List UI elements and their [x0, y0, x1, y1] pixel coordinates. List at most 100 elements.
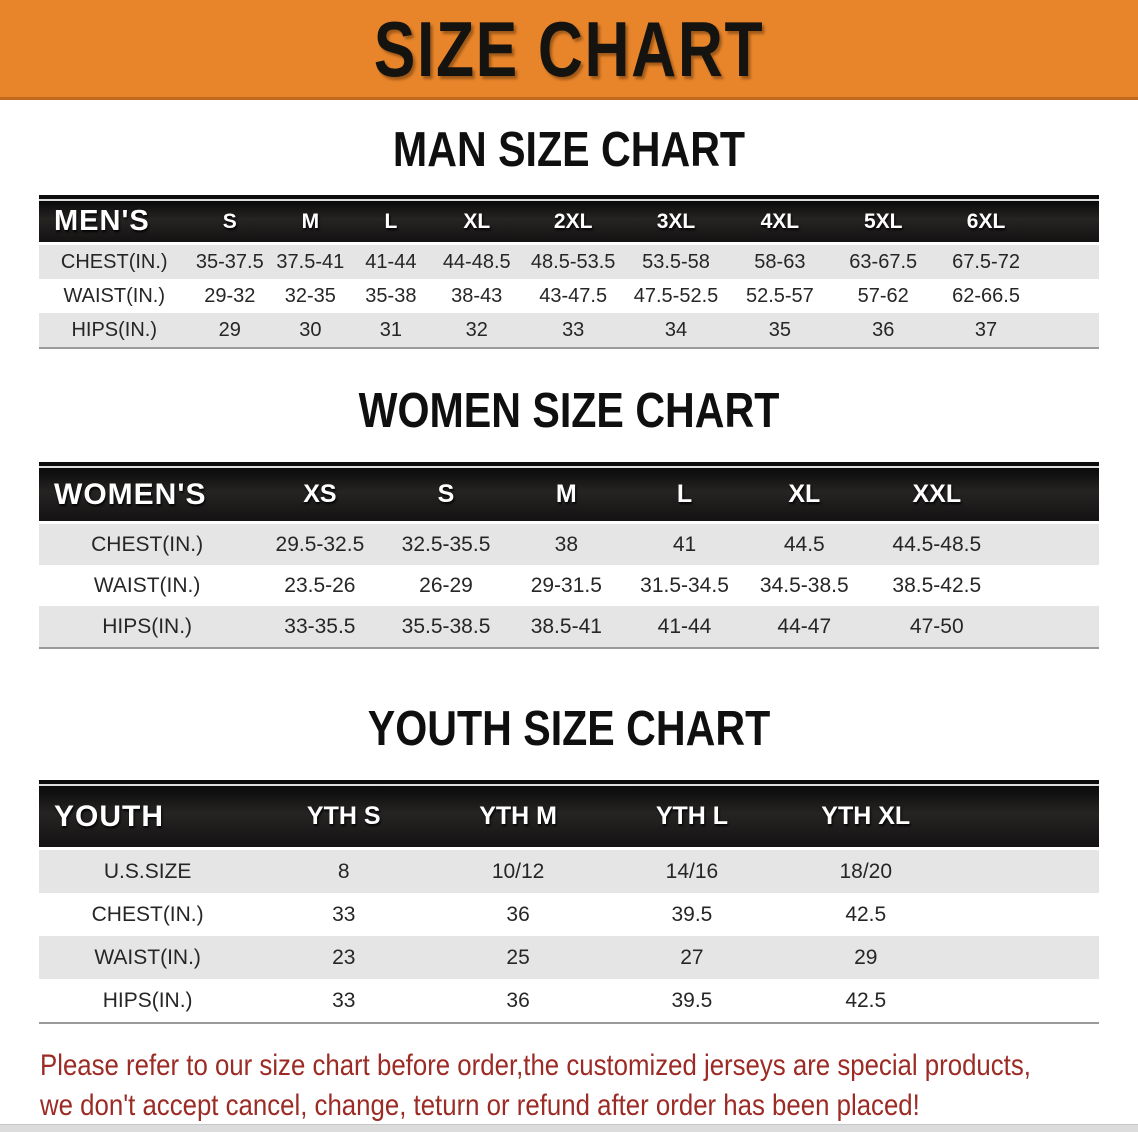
size-value-cell: 44.5-48.5: [864, 524, 1009, 565]
measurement-row: WAIST(IN.) 23 25 27 29: [39, 936, 1099, 979]
table-title-cell: WOMEN'S: [39, 466, 256, 524]
header-row: YOUTH YTH S YTH M YTH L YTH XL: [39, 784, 1099, 850]
size-value-cell: 37: [934, 313, 1038, 347]
row-spacer-cell: [1008, 606, 1099, 647]
size-value-cell: 47.5-52.5: [624, 279, 728, 313]
size-value-cell: 44.5: [743, 524, 865, 565]
row-label: U.S.SIZE: [39, 850, 257, 893]
size-value-cell: 44-48.5: [431, 245, 523, 279]
row-label: HIPS(IN.): [39, 313, 190, 347]
youth-size-table: YOUTH YTH S YTH M YTH L YTH XL U.S.SIZE 8 10/12…: [39, 780, 1099, 1024]
measurement-row: WAIST(IN.) 29-32 32-35 35-38 38-43 43-47.5 47.…: [39, 279, 1099, 313]
banner-title: SIZE CHART: [373, 4, 765, 93]
size-value-cell: 27: [605, 936, 779, 979]
size-value-cell: 33-35.5: [255, 606, 385, 647]
size-column-header: M: [507, 466, 626, 524]
men-section: MAN SIZE CHART MEN'S S M L XL 2XL 3XL 4XL 5XL 6XL…: [0, 126, 1138, 349]
row-spacer-cell: [1008, 565, 1099, 606]
row-label: WAIST(IN.): [39, 936, 257, 979]
size-value-cell: 29-32: [189, 279, 271, 313]
women-section: WOMEN SIZE CHART WOMEN'S XS S M L XL XXL CHEST(…: [0, 387, 1138, 649]
row-label: WAIST(IN.): [39, 279, 190, 313]
size-value-cell: 38-43: [431, 279, 523, 313]
size-value-cell: 38.5-42.5: [864, 565, 1009, 606]
size-value-cell: 33: [256, 893, 432, 936]
row-label: CHEST(IN.): [39, 245, 190, 279]
size-value-cell: 29.5-32.5: [255, 524, 385, 565]
size-value-cell: 38: [507, 524, 626, 565]
size-column-header: S: [189, 199, 271, 245]
measurement-row: CHEST(IN.) 29.5-32.5 32.5-35.5 38 41 44.5 44.5…: [39, 524, 1099, 565]
size-column-header: YTH XL: [778, 784, 953, 850]
size-column-header: S: [384, 466, 508, 524]
row-label: WAIST(IN.): [39, 565, 256, 606]
size-value-cell: 38.5-41: [507, 606, 626, 647]
size-value-cell: 35-37.5: [189, 245, 271, 279]
disclaimer-line-2: we don't accept cancel, change, teturn o…: [40, 1089, 920, 1122]
size-value-cell: 31: [350, 313, 432, 347]
size-value-cell: 26-29: [384, 565, 508, 606]
disclaimer-line-1: Please refer to our size chart before or…: [40, 1049, 1031, 1082]
size-value-cell: 47-50: [864, 606, 1009, 647]
size-column-header: 2XL: [522, 199, 625, 245]
size-value-cell: 39.5: [605, 893, 779, 936]
size-value-cell: 33: [522, 313, 625, 347]
size-value-cell: 42.5: [778, 979, 953, 1022]
table-title-cell: MEN'S: [39, 199, 190, 245]
size-column-header: XXL: [864, 466, 1009, 524]
size-value-cell: 36: [831, 313, 935, 347]
size-column-header: 4XL: [727, 199, 832, 245]
row-spacer-cell: [952, 979, 1099, 1022]
header-spacer-cell: [952, 784, 1099, 850]
women-section-title: WOMEN SIZE CHART: [358, 384, 780, 438]
size-column-header: 3XL: [624, 199, 728, 245]
size-value-cell: 34: [624, 313, 728, 347]
size-column-header: L: [350, 199, 432, 245]
size-value-cell: 35-38: [350, 279, 432, 313]
size-value-cell: 58-63: [727, 245, 832, 279]
size-value-cell: 32.5-35.5: [384, 524, 508, 565]
size-value-cell: 23.5-26: [255, 565, 385, 606]
size-value-cell: 35: [727, 313, 832, 347]
size-value-cell: 29: [189, 313, 271, 347]
table-title-cell: YOUTH: [39, 784, 257, 850]
row-label: HIPS(IN.): [39, 979, 257, 1022]
size-value-cell: 43-47.5: [522, 279, 625, 313]
bottom-bar: [0, 1124, 1138, 1132]
banner: SIZE CHART: [0, 0, 1138, 100]
row-spacer-cell: [952, 850, 1099, 893]
size-value-cell: 44-47: [743, 606, 865, 647]
men-section-title: MAN SIZE CHART: [392, 123, 746, 177]
disclaimer: Please refer to our size chart before or…: [40, 1046, 1138, 1126]
size-value-cell: 41-44: [350, 245, 432, 279]
row-label: CHEST(IN.): [39, 524, 256, 565]
youth-section-title: YOUTH SIZE CHART: [367, 702, 771, 756]
row-spacer-cell: [1037, 245, 1099, 279]
row-spacer-cell: [952, 893, 1099, 936]
youth-section: YOUTH SIZE CHART YOUTH YTH S YTH M YTH L YTH…: [0, 705, 1138, 1024]
size-column-header: YTH L: [605, 784, 779, 850]
size-value-cell: 25: [431, 936, 606, 979]
row-spacer-cell: [1008, 524, 1099, 565]
row-spacer-cell: [952, 936, 1099, 979]
size-value-cell: 67.5-72: [934, 245, 1038, 279]
header-row: MEN'S S M L XL 2XL 3XL 4XL 5XL 6XL: [39, 199, 1099, 245]
women-size-table: WOMEN'S XS S M L XL XXL CHEST(IN.) 29.5-32.5 32.5…: [39, 462, 1099, 649]
measurement-row: U.S.SIZE 8 10/12 14/16 18/20: [39, 850, 1099, 893]
header-spacer-cell: [1008, 466, 1099, 524]
measurement-row: HIPS(IN.) 29 30 31 32 33 34 35 36 37: [39, 313, 1099, 347]
men-size-table: MEN'S S M L XL 2XL 3XL 4XL 5XL 6XL CHEST(IN.) 35-37…: [39, 195, 1099, 349]
size-value-cell: 14/16: [605, 850, 779, 893]
size-value-cell: 37.5-41: [270, 245, 351, 279]
row-label: CHEST(IN.): [39, 893, 257, 936]
size-value-cell: 52.5-57: [727, 279, 832, 313]
size-value-cell: 48.5-53.5: [522, 245, 625, 279]
size-value-cell: 30: [270, 313, 351, 347]
measurement-row: CHEST(IN.) 35-37.5 37.5-41 41-44 44-48.5 48.5…: [39, 245, 1099, 279]
size-value-cell: 63-67.5: [831, 245, 935, 279]
size-value-cell: 41: [625, 524, 744, 565]
size-value-cell: 39.5: [605, 979, 779, 1022]
size-value-cell: 32: [431, 313, 523, 347]
size-value-cell: 8: [256, 850, 432, 893]
